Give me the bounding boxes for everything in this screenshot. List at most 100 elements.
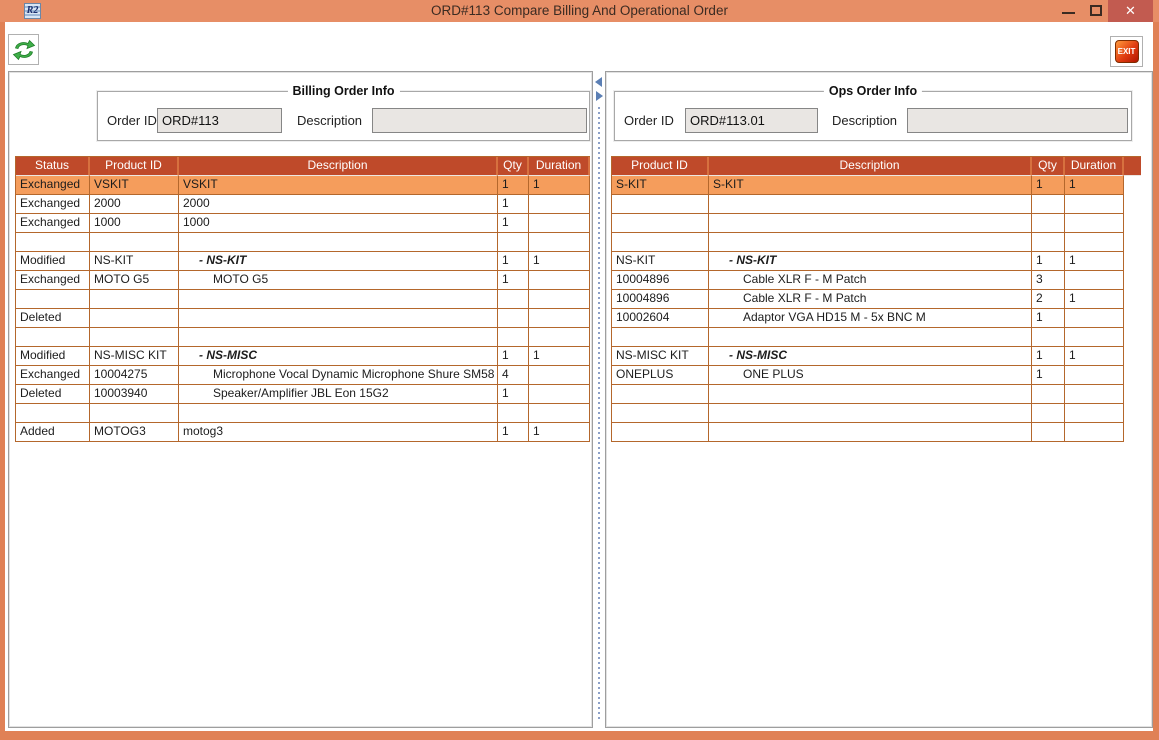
window-content: EXIT Billing Order Info Order ID Descrip…	[5, 22, 1153, 731]
table-row[interactable]	[612, 404, 1141, 423]
billing-order-id-input[interactable]	[157, 108, 282, 133]
column-header[interactable]: Duration	[1065, 157, 1124, 176]
exit-icon: EXIT	[1114, 40, 1139, 63]
table-row[interactable]	[16, 404, 590, 423]
table-row[interactable]: Exchanged 10004275 Microphone Vocal Dynami…	[16, 366, 590, 385]
table-row[interactable]: Exchanged VSKIT VSKIT 1 1	[16, 176, 590, 195]
table-row[interactable]	[16, 233, 590, 252]
table-row[interactable]	[612, 214, 1141, 233]
duration-cell: 1	[1065, 176, 1124, 195]
product-id-cell	[612, 195, 709, 214]
close-button[interactable]: ✕	[1108, 0, 1153, 22]
duration-cell	[529, 195, 590, 214]
table-row[interactable]: 10004896 Cable XLR F - M Patch 2 1	[612, 290, 1141, 309]
duration-cell: 1	[529, 252, 590, 271]
status-cell: Exchanged	[16, 195, 90, 214]
billing-description-input[interactable]	[372, 108, 587, 133]
maximize-button[interactable]	[1083, 0, 1109, 22]
ops-order-id-label: Order ID	[624, 113, 674, 128]
status-cell	[16, 404, 90, 423]
description-cell	[179, 233, 498, 252]
duration-cell	[1065, 214, 1124, 233]
table-row[interactable]: NS-MISC KIT - NS-MISC 1 1	[612, 347, 1141, 366]
qty-cell	[1032, 214, 1065, 233]
table-row[interactable]: Exchanged 2000 2000 1	[16, 195, 590, 214]
duration-cell	[1065, 404, 1124, 423]
product-id-cell	[90, 309, 179, 328]
collapse-left-arrow-icon[interactable]	[595, 77, 602, 87]
table-row[interactable]	[612, 385, 1141, 404]
table-row[interactable]: ONEPLUS ONE PLUS 1	[612, 366, 1141, 385]
qty-cell	[1032, 423, 1065, 442]
description-cell: - NS-MISC	[179, 347, 498, 366]
table-row[interactable]: Exchanged 1000 1000 1	[16, 214, 590, 233]
product-id-cell	[612, 423, 709, 442]
table-row[interactable]	[612, 423, 1141, 442]
ops-groupbox: Ops Order Info Order ID Description	[614, 84, 1132, 141]
table-row[interactable]: Modified NS-MISC KIT - NS-MISC 1 1	[16, 347, 590, 366]
column-header[interactable]: Qty	[1032, 157, 1065, 176]
table-row[interactable]: Deleted	[16, 309, 590, 328]
refresh-button[interactable]	[8, 34, 39, 65]
description-cell: Cable XLR F - M Patch	[709, 290, 1032, 309]
qty-cell: 3	[1032, 271, 1065, 290]
product-id-cell	[90, 404, 179, 423]
table-row[interactable]	[612, 328, 1141, 347]
description-cell	[709, 404, 1032, 423]
status-cell: Modified	[16, 252, 90, 271]
table-row[interactable]: Added MOTOG3 motog3 1 1	[16, 423, 590, 442]
table-row[interactable]: S-KIT S-KIT 1 1	[612, 176, 1141, 195]
duration-cell	[1065, 233, 1124, 252]
table-row[interactable]: 10004896 Cable XLR F - M Patch 3	[612, 271, 1141, 290]
product-id-cell	[612, 233, 709, 252]
product-id-cell: 10004896	[612, 290, 709, 309]
table-row[interactable]	[16, 290, 590, 309]
duration-cell	[1065, 271, 1124, 290]
qty-cell	[498, 290, 529, 309]
table-row[interactable]: Exchanged MOTO G5 MOTO G5 1	[16, 271, 590, 290]
column-header[interactable]: Product ID	[612, 157, 709, 176]
status-cell: Deleted	[16, 309, 90, 328]
column-header[interactable]: Description	[709, 157, 1032, 176]
product-id-cell: NS-MISC KIT	[90, 347, 179, 366]
qty-cell	[498, 404, 529, 423]
column-header[interactable]: Duration	[529, 157, 590, 176]
qty-cell: 1	[1032, 252, 1065, 271]
collapse-right-arrow-icon[interactable]	[596, 91, 603, 101]
duration-cell	[1065, 328, 1124, 347]
table-row[interactable]: Modified NS-KIT - NS-KIT 1 1	[16, 252, 590, 271]
column-header[interactable]: Status	[16, 157, 90, 176]
qty-cell	[498, 328, 529, 347]
ops-order-table: Product ID Description Qty Duration S-KIT S-K…	[611, 156, 1141, 442]
table-row[interactable]	[612, 233, 1141, 252]
column-header[interactable]: Qty	[498, 157, 529, 176]
qty-cell	[1032, 195, 1065, 214]
minimize-icon	[1062, 12, 1075, 14]
titlebar[interactable]: R2 ORD#113 Compare Billing And Operation…	[0, 0, 1159, 22]
window-title: ORD#113 Compare Billing And Operational …	[431, 3, 728, 18]
description-cell	[179, 290, 498, 309]
column-header[interactable]: Description	[179, 157, 498, 176]
product-id-cell	[612, 214, 709, 233]
ops-order-id-input[interactable]	[685, 108, 818, 133]
exit-button[interactable]: EXIT	[1110, 36, 1143, 67]
product-id-cell	[90, 290, 179, 309]
minimize-button[interactable]	[1053, 0, 1083, 22]
split-pane-divider[interactable]	[593, 71, 605, 728]
product-id-cell: S-KIT	[612, 176, 709, 195]
duration-cell	[529, 366, 590, 385]
table-header-row: Product ID Description Qty Duration	[612, 157, 1141, 176]
duration-cell	[529, 404, 590, 423]
description-cell	[709, 385, 1032, 404]
close-icon: ✕	[1125, 3, 1136, 18]
description-cell: motog3	[179, 423, 498, 442]
column-header[interactable]: Product ID	[90, 157, 179, 176]
qty-cell	[1032, 233, 1065, 252]
duration-cell	[529, 309, 590, 328]
table-row[interactable]: Deleted 10003940 Speaker/Amplifier JBL Eon…	[16, 385, 590, 404]
table-row[interactable]	[16, 328, 590, 347]
table-row[interactable]	[612, 195, 1141, 214]
ops-description-input[interactable]	[907, 108, 1128, 133]
table-row[interactable]: NS-KIT - NS-KIT 1 1	[612, 252, 1141, 271]
